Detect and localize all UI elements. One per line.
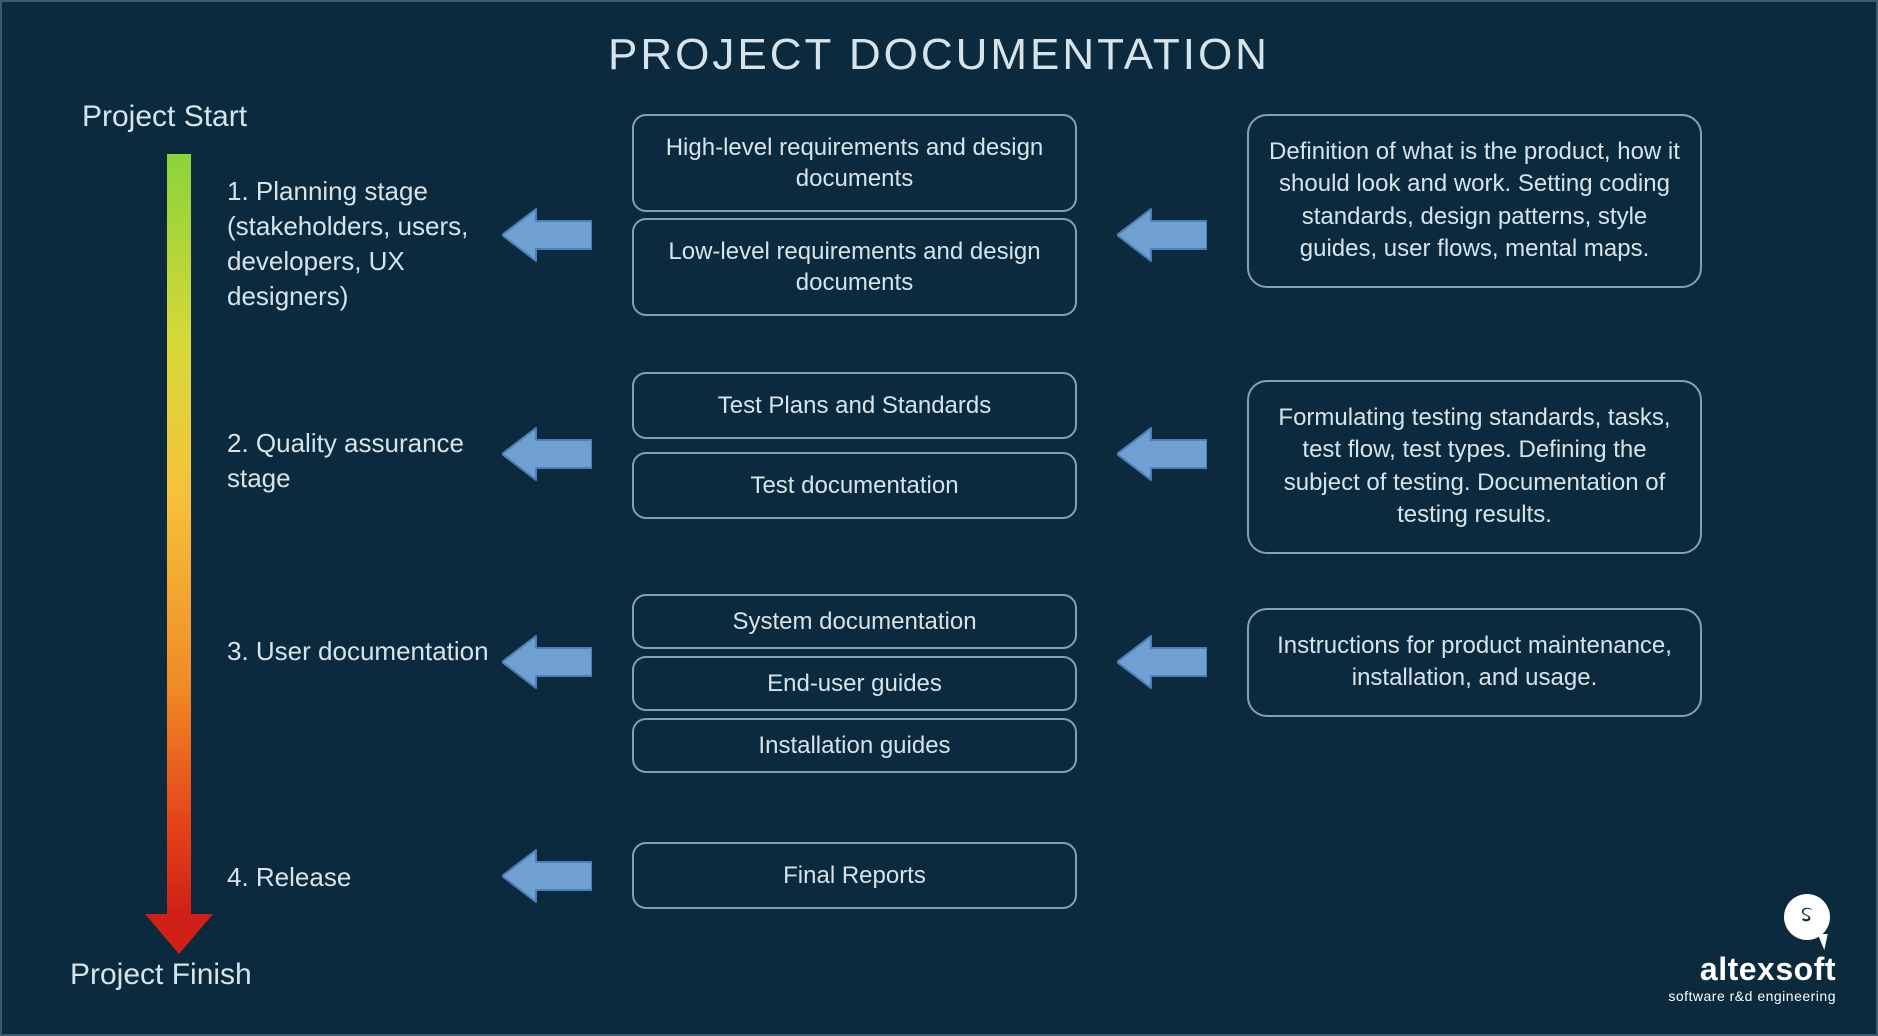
- timeline-arrow: [167, 154, 191, 954]
- stage-3-doc-2: End-user guides: [632, 656, 1077, 711]
- arrow-left-icon: [502, 632, 592, 692]
- arrow-left-icon: [1117, 632, 1207, 692]
- stage-4-label: 4. Release: [227, 860, 497, 895]
- stage-1-description: Definition of what is the product, how i…: [1247, 114, 1702, 288]
- stage-3-doc-1: System documentation: [632, 594, 1077, 649]
- timeline-start-label: Project Start: [82, 100, 247, 134]
- stage-1-doc-2: Low-level requirements and design docume…: [632, 218, 1077, 316]
- page-title: PROJECT DOCUMENTATION: [2, 2, 1876, 80]
- arrow-left-icon: [1117, 424, 1207, 484]
- timeline-finish-label: Project Finish: [70, 958, 252, 992]
- logo-icon: [1668, 894, 1830, 945]
- brand-logo: altexsoft software r&d engineering: [1668, 894, 1836, 1004]
- stage-2-doc-2: Test documentation: [632, 452, 1077, 519]
- stage-3-label: 3. User documentation: [227, 634, 497, 669]
- logo-name: altexsoft: [1668, 951, 1836, 988]
- logo-tagline: software r&d engineering: [1668, 988, 1836, 1004]
- stage-1-doc-1: High-level requirements and design docum…: [632, 114, 1077, 212]
- stage-3-description: Instructions for product maintenance, in…: [1247, 608, 1702, 717]
- stage-2-description: Formulating testing standards, tasks, te…: [1247, 380, 1702, 554]
- stage-3-doc-3: Installation guides: [632, 718, 1077, 773]
- stage-2-doc-1: Test Plans and Standards: [632, 372, 1077, 439]
- logo-s-path: [1802, 908, 1812, 922]
- arrow-left-icon: [502, 846, 592, 906]
- arrow-left-icon: [502, 424, 592, 484]
- arrow-left-icon: [502, 205, 592, 265]
- stage-1-label: 1. Planning stage (stakeholders, users, …: [227, 174, 497, 314]
- stage-4-doc-1: Final Reports: [632, 842, 1077, 909]
- stage-2-label: 2. Quality assurance stage: [227, 426, 497, 496]
- arrow-left-icon: [1117, 205, 1207, 265]
